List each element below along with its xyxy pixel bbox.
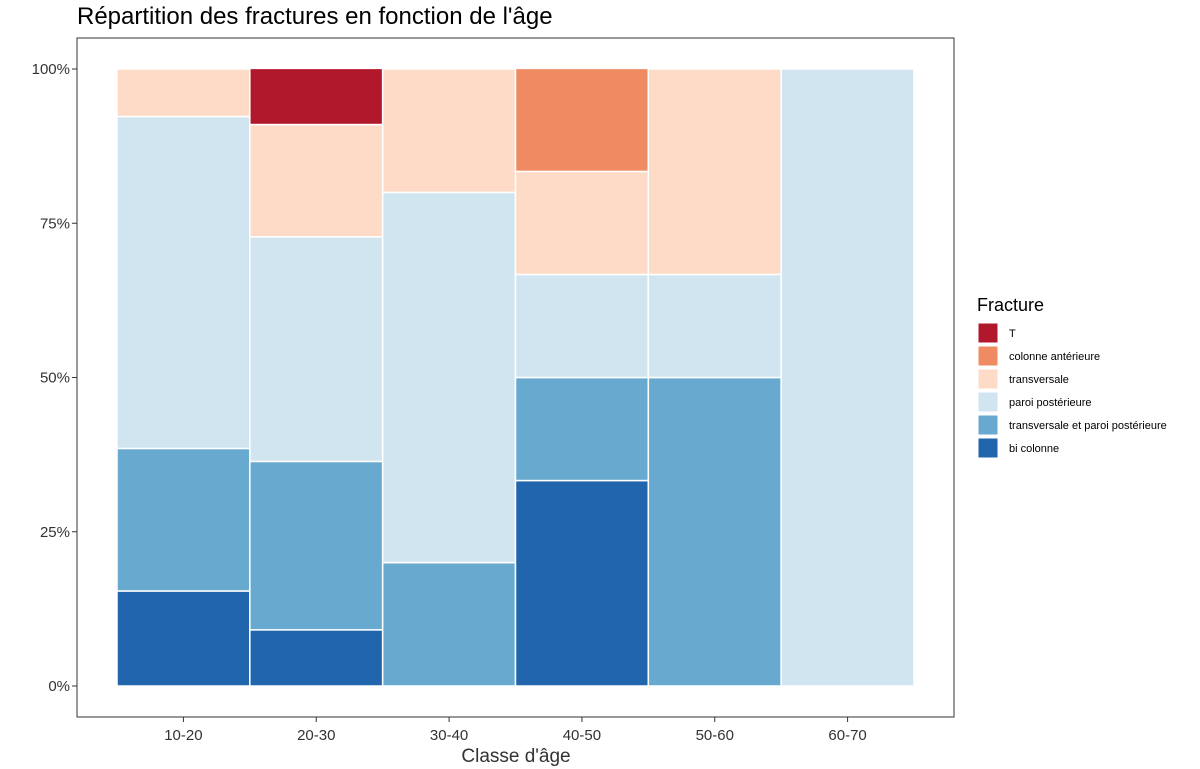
bar-segment — [514, 67, 650, 173]
legend-label: paroi postérieure — [1009, 397, 1092, 409]
legend-label: transversale — [1009, 374, 1069, 386]
bar-segment — [381, 191, 517, 564]
bar-segment — [647, 68, 782, 276]
legend-swatch — [977, 368, 999, 390]
y-tick-label: 25% — [40, 524, 70, 541]
y-tick-label: 75% — [40, 215, 70, 232]
bar-segment — [514, 479, 650, 687]
legend-swatch — [977, 345, 999, 367]
legend-swatch — [977, 437, 999, 459]
legend-swatch — [977, 391, 999, 413]
bar-segment — [249, 67, 384, 126]
y-tick-label: 0% — [48, 678, 70, 695]
x-axis: 10-20 20-30 30-40 40-50 50-60 60-70 — [164, 717, 867, 744]
bars-layer — [116, 67, 915, 687]
legend-label: colonne antérieure — [1009, 351, 1100, 363]
legend-label: T — [1009, 328, 1016, 340]
chart-title: Répartition des fractures en fonction de… — [77, 3, 553, 30]
legend-title: Fracture — [977, 295, 1044, 315]
bar-segment — [514, 170, 650, 276]
x-tick-label: 50-60 — [696, 727, 734, 744]
legend-swatch — [977, 414, 999, 436]
legend-label: bi colonne — [1009, 443, 1059, 455]
bar-segment — [381, 561, 517, 687]
y-axis: 0% 25% 50% 75% 100% — [32, 61, 77, 695]
x-tick-label: 60-70 — [828, 727, 866, 744]
x-tick-label: 20-30 — [297, 727, 335, 744]
bar-segment — [249, 460, 384, 631]
bar-segment — [780, 68, 915, 687]
bar-segment — [249, 629, 384, 687]
bar-segment — [514, 376, 650, 482]
legend-swatch — [977, 322, 999, 344]
x-tick-label: 10-20 — [164, 727, 202, 744]
x-tick-label: 30-40 — [430, 727, 468, 744]
bar-segment — [514, 273, 650, 379]
y-tick-label: 50% — [40, 370, 70, 387]
bar-segment — [249, 236, 384, 463]
x-tick-label: 40-50 — [563, 727, 601, 744]
bar-segment — [116, 590, 251, 687]
bar-segment — [647, 376, 782, 687]
bar-segment — [381, 68, 517, 194]
bar-segment — [116, 447, 251, 592]
legend-label: transversale et paroi postérieure — [1009, 420, 1167, 432]
bar-segment — [116, 115, 251, 450]
bar-segment — [116, 68, 251, 118]
bar-segment — [249, 123, 384, 238]
y-tick-label: 100% — [32, 61, 70, 78]
bar-segment — [647, 273, 782, 379]
x-axis-title: Classe d'âge — [461, 746, 570, 767]
